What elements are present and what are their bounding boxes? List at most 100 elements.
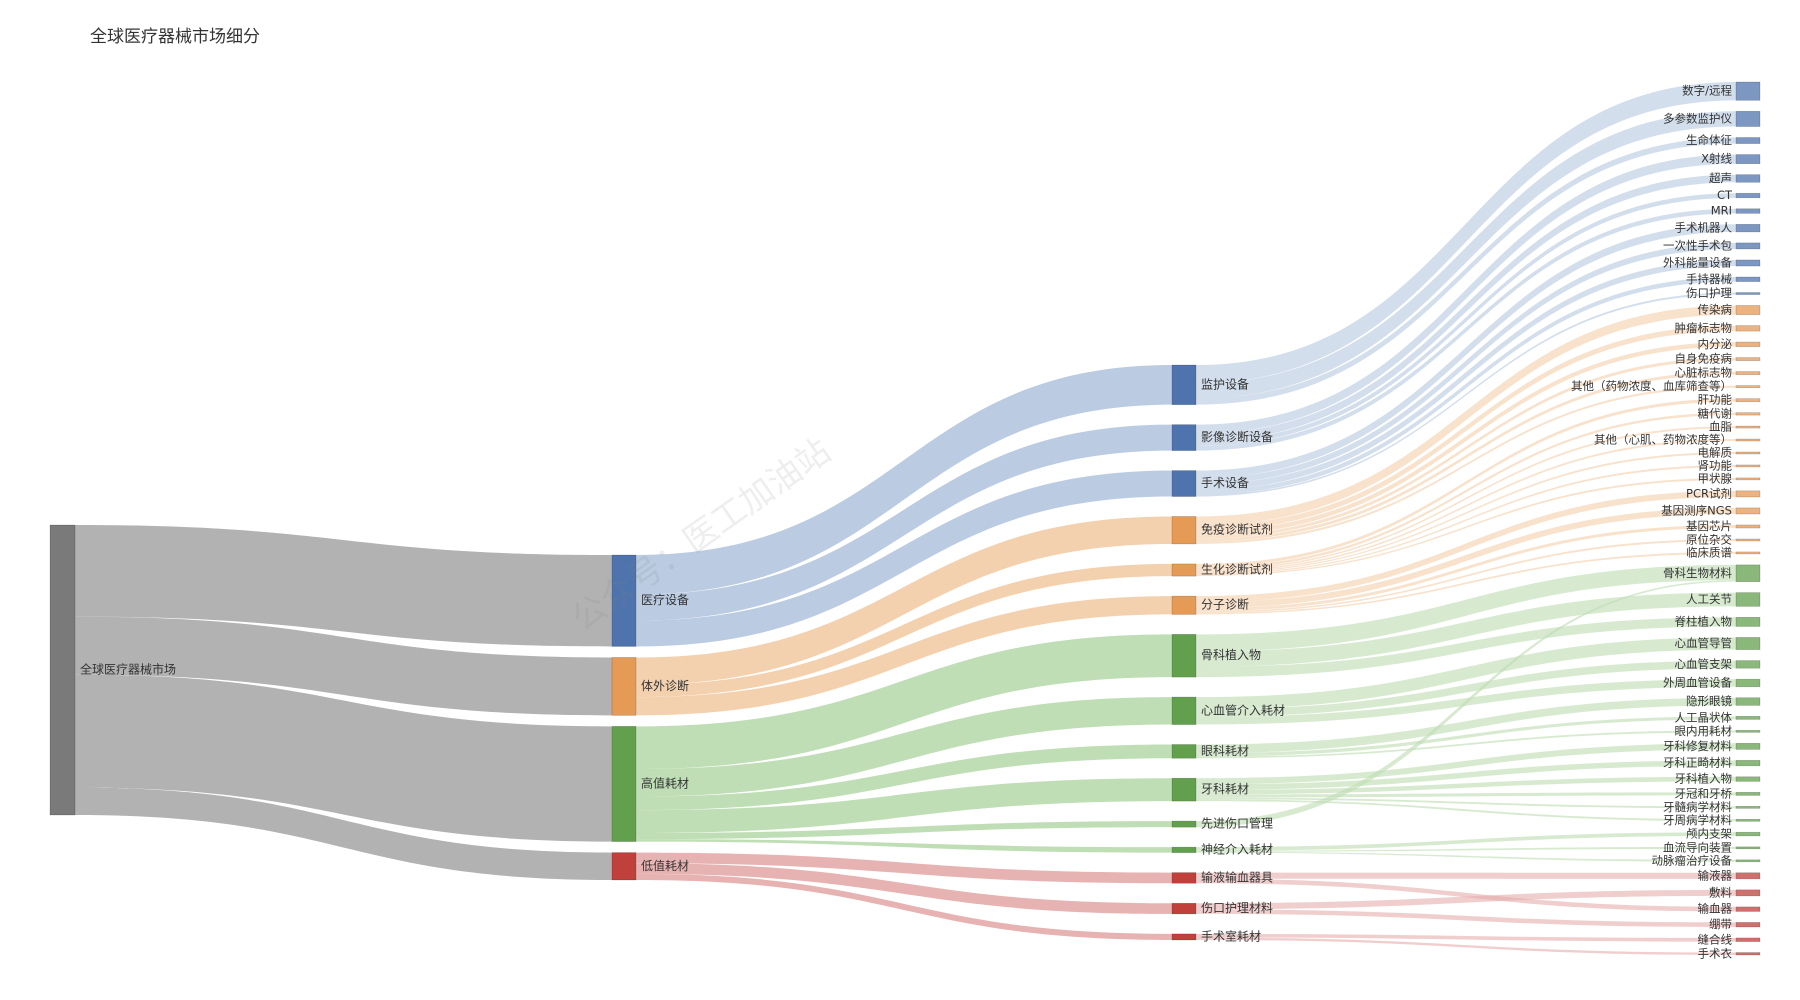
node-l19[interactable] (1735, 398, 1761, 403)
node-l7[interactable] (1735, 208, 1761, 214)
node-l30[interactable] (1735, 551, 1761, 555)
chart-title: 全球医疗器械市场细分 (90, 27, 260, 47)
label-l45: 牙周病学材料 (1663, 813, 1732, 827)
link-medical-monitor (636, 365, 1172, 595)
node-l31[interactable] (1735, 564, 1761, 582)
node-l4[interactable] (1735, 154, 1761, 165)
node-l43[interactable] (1735, 792, 1761, 796)
node-root[interactable] (49, 524, 76, 816)
node-l6[interactable] (1735, 192, 1761, 199)
link-medical-imaging (636, 424, 1172, 621)
node-l25[interactable] (1735, 477, 1761, 481)
node-l51[interactable] (1735, 906, 1761, 912)
node-l36[interactable] (1735, 678, 1761, 688)
node-l3[interactable] (1735, 137, 1761, 144)
label-l22: 其他（心肌、药物浓度等） (1594, 433, 1732, 447)
node-l1[interactable] (1735, 81, 1761, 101)
node-l37[interactable] (1735, 697, 1761, 706)
label-medical: 医疗设备 (641, 593, 689, 607)
link-imaging-l5 (1196, 174, 1736, 442)
node-l41[interactable] (1735, 760, 1761, 767)
node-lowvalue[interactable] (611, 852, 637, 881)
node-woundcare[interactable] (1171, 902, 1197, 915)
node-l11[interactable] (1735, 276, 1761, 282)
link-molecular-l28 (1196, 524, 1736, 612)
node-l34[interactable] (1735, 637, 1761, 650)
node-l20[interactable] (1735, 412, 1761, 416)
node-l17[interactable] (1735, 371, 1761, 375)
link-highvalue-wound_adv (636, 821, 1172, 840)
node-l49[interactable] (1735, 872, 1761, 880)
node-l54[interactable] (1735, 952, 1761, 956)
node-monitor[interactable] (1171, 364, 1197, 405)
node-ortho[interactable] (1171, 634, 1197, 678)
node-surgical[interactable] (1171, 470, 1197, 497)
label-l11: 手持器械 (1686, 272, 1732, 286)
node-l32[interactable] (1735, 592, 1761, 607)
node-l12[interactable] (1735, 292, 1761, 295)
link-ortho-l33 (1196, 617, 1736, 678)
node-l24[interactable] (1735, 464, 1761, 468)
node-l47[interactable] (1735, 846, 1761, 850)
link-wound_adv-l31 (1196, 580, 1736, 828)
node-l13[interactable] (1735, 305, 1761, 315)
node-infusion[interactable] (1171, 872, 1197, 884)
node-l53[interactable] (1735, 937, 1761, 942)
node-l8[interactable] (1735, 224, 1761, 233)
node-l42[interactable] (1735, 776, 1761, 782)
node-l46[interactable] (1735, 831, 1761, 837)
node-l14[interactable] (1735, 325, 1761, 332)
node-l39[interactable] (1735, 730, 1761, 733)
node-medical[interactable] (611, 554, 637, 647)
sankey-nodes (49, 81, 1761, 956)
node-biochem[interactable] (1171, 563, 1197, 577)
node-l2[interactable] (1735, 110, 1761, 127)
node-l27[interactable] (1735, 507, 1761, 515)
node-l45[interactable] (1735, 818, 1761, 822)
link-highvalue-cardio (636, 697, 1172, 797)
link-highvalue-ortho (636, 634, 1172, 770)
node-l15[interactable] (1735, 341, 1761, 347)
node-l22[interactable] (1735, 438, 1761, 442)
link-surgical-l9 (1196, 242, 1736, 485)
link-lowvalue-infusion (636, 852, 1172, 884)
node-l48[interactable] (1735, 859, 1761, 863)
link-ivd-biochem (636, 563, 1172, 698)
link-biochem-l19 (1196, 398, 1736, 567)
node-l5[interactable] (1735, 174, 1761, 183)
link-neuro-l46 (1196, 832, 1736, 851)
node-l28[interactable] (1735, 524, 1761, 529)
node-immuno[interactable] (1171, 516, 1197, 545)
node-l38[interactable] (1735, 716, 1761, 720)
node-ivd[interactable] (611, 657, 637, 716)
node-imaging[interactable] (1171, 424, 1197, 451)
link-woundcare-l50 (1196, 889, 1736, 910)
node-l9[interactable] (1735, 242, 1761, 250)
node-l35[interactable] (1735, 660, 1761, 669)
node-l40[interactable] (1735, 742, 1761, 750)
node-l18[interactable] (1735, 385, 1761, 389)
node-wound_adv[interactable] (1171, 820, 1197, 828)
node-l52[interactable] (1735, 922, 1761, 928)
node-ophth[interactable] (1171, 744, 1197, 759)
node-cardio[interactable] (1171, 696, 1197, 725)
node-l16[interactable] (1735, 357, 1761, 361)
node-orroom[interactable] (1171, 933, 1197, 941)
node-neuro[interactable] (1171, 846, 1197, 853)
node-highvalue[interactable] (611, 726, 637, 842)
node-l50[interactable] (1735, 889, 1761, 897)
node-l10[interactable] (1735, 259, 1761, 267)
link-lowvalue-woundcare (636, 863, 1172, 914)
node-dental[interactable] (1171, 777, 1197, 802)
label-ivd: 体外诊断 (641, 678, 689, 693)
label-l9: 一次性手术包 (1663, 238, 1732, 252)
node-molecular[interactable] (1171, 595, 1197, 615)
link-dental-l42 (1196, 776, 1736, 795)
node-l33[interactable] (1735, 617, 1761, 627)
node-l26[interactable] (1735, 490, 1761, 498)
node-l21[interactable] (1735, 425, 1761, 429)
node-l23[interactable] (1735, 451, 1761, 455)
label-molecular: 分子诊断 (1201, 597, 1249, 612)
node-l29[interactable] (1735, 538, 1761, 542)
node-l44[interactable] (1735, 806, 1761, 809)
